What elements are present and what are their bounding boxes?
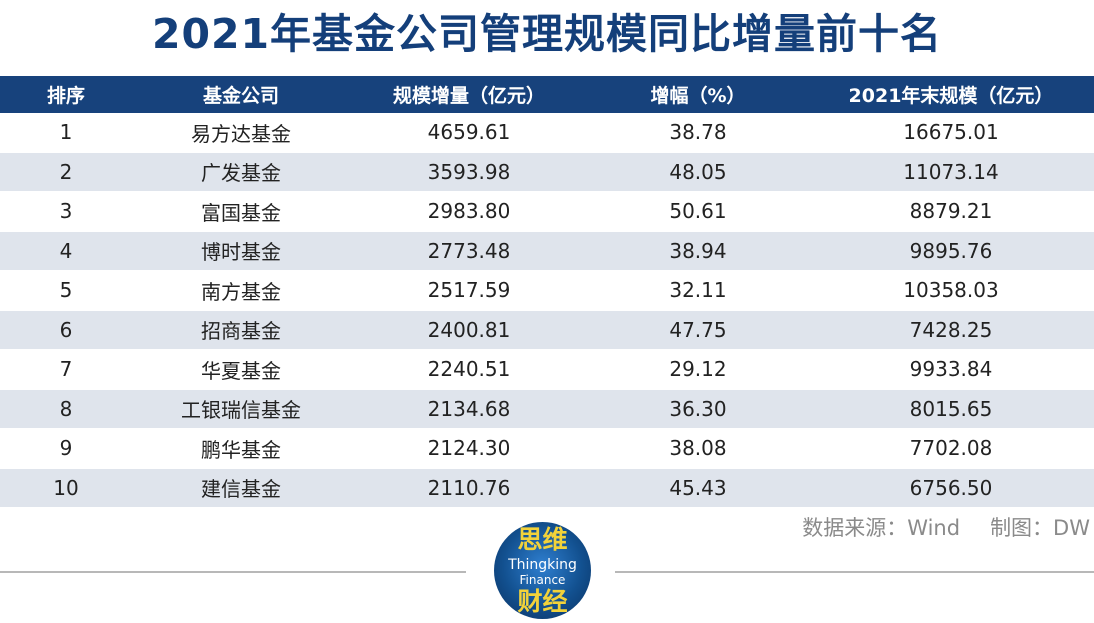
table-row: 2 广发基金 3593.98 48.05 11073.14 bbox=[0, 152, 1094, 192]
cell-increase: 4659.61 bbox=[427, 120, 511, 145]
chart-author-text: 制图：DW bbox=[990, 516, 1090, 540]
cell-company: 富国基金 bbox=[201, 200, 281, 225]
cell-year-end-scale: 6756.50 bbox=[909, 475, 993, 500]
cell-rank: 4 bbox=[59, 238, 73, 263]
cell-growth: 29.12 bbox=[669, 357, 727, 382]
column-header-rank: 排序 bbox=[46, 85, 85, 107]
cell-growth: 45.43 bbox=[669, 475, 727, 500]
cell-growth: 50.61 bbox=[669, 199, 727, 224]
logo-line-2: Finance bbox=[519, 573, 566, 587]
cell-company: 鹏华基金 bbox=[201, 437, 281, 462]
data-source-text: 数据来源：Wind bbox=[802, 516, 961, 540]
cell-rank: 7 bbox=[59, 357, 73, 382]
table-row: 8 工银瑞信基金 2134.68 36.30 8015.65 bbox=[0, 389, 1094, 429]
table-row: 1 易方达基金 4659.61 38.78 16675.01 bbox=[0, 113, 1094, 153]
cell-growth: 48.05 bbox=[669, 159, 727, 184]
table-row: 10 建信基金 2110.76 45.43 6756.50 bbox=[0, 468, 1094, 508]
table-header-row: 排序 基金公司 规模增量（亿元） 增幅（%） 2021年末规模（亿元） bbox=[0, 76, 1094, 113]
cell-rank: 2 bbox=[59, 159, 73, 184]
cell-company: 华夏基金 bbox=[201, 358, 281, 383]
brand-logo: 思维 Thingking Finance 财经 bbox=[494, 522, 591, 619]
cell-year-end-scale: 7428.25 bbox=[909, 317, 993, 342]
cell-year-end-scale: 16675.01 bbox=[903, 120, 999, 145]
cell-rank: 10 bbox=[53, 475, 79, 500]
cell-rank: 9 bbox=[59, 436, 73, 461]
cell-increase: 3593.98 bbox=[427, 159, 511, 184]
cell-company: 南方基金 bbox=[201, 279, 281, 304]
cell-increase: 2240.51 bbox=[427, 357, 511, 382]
cell-rank: 8 bbox=[59, 396, 73, 421]
ranking-table: 排序 基金公司 规模增量（亿元） 增幅（%） 2021年末规模（亿元） 1 易方… bbox=[0, 76, 1094, 508]
cell-growth: 47.75 bbox=[669, 317, 727, 342]
cell-year-end-scale: 7702.08 bbox=[909, 436, 993, 461]
table-row: 9 鹏华基金 2124.30 38.08 7702.08 bbox=[0, 429, 1094, 469]
cell-increase: 2134.68 bbox=[427, 396, 511, 421]
cell-increase: 2400.81 bbox=[427, 317, 511, 342]
logo-bottom-text: 财经 bbox=[517, 587, 568, 616]
table-row: 6 招商基金 2400.81 47.75 7428.25 bbox=[0, 310, 1094, 350]
cell-company: 广发基金 bbox=[201, 161, 281, 186]
cell-growth: 38.94 bbox=[669, 238, 727, 263]
cell-rank: 6 bbox=[59, 317, 73, 342]
cell-company: 建信基金 bbox=[201, 477, 281, 502]
cell-rank: 5 bbox=[59, 278, 73, 303]
cell-increase: 2773.48 bbox=[427, 238, 511, 263]
cell-year-end-scale: 10358.03 bbox=[903, 278, 999, 303]
table-row: 3 富国基金 2983.80 50.61 8879.21 bbox=[0, 192, 1094, 232]
logo-english-text: Thingking Finance bbox=[494, 558, 591, 588]
cell-company: 工银瑞信基金 bbox=[181, 398, 301, 423]
cell-rank: 3 bbox=[59, 199, 73, 224]
table-row: 7 华夏基金 2240.51 29.12 9933.84 bbox=[0, 350, 1094, 390]
cell-company: 易方达基金 bbox=[191, 121, 291, 146]
cell-growth: 38.08 bbox=[669, 436, 727, 461]
cell-year-end-scale: 9895.76 bbox=[909, 238, 993, 263]
cell-year-end-scale: 9933.84 bbox=[909, 357, 993, 382]
cell-increase: 2983.80 bbox=[427, 199, 511, 224]
table-row: 5 南方基金 2517.59 32.11 10358.03 bbox=[0, 271, 1094, 311]
page-title: 2021年基金公司管理规模同比增量前十名 bbox=[151, 10, 943, 58]
footer-divider-right bbox=[615, 571, 1094, 573]
footer-divider-left bbox=[0, 571, 466, 573]
column-header-increase: 规模增量（亿元） bbox=[392, 85, 545, 107]
column-header-growth: 增幅（%） bbox=[650, 85, 746, 107]
cell-rank: 1 bbox=[59, 120, 73, 145]
cell-increase: 2124.30 bbox=[427, 436, 511, 461]
logo-top-text: 思维 bbox=[517, 525, 568, 554]
cell-year-end-scale: 8015.65 bbox=[909, 396, 993, 421]
cell-growth: 36.30 bbox=[669, 396, 727, 421]
table-row: 4 博时基金 2773.48 38.94 9895.76 bbox=[0, 231, 1094, 271]
cell-increase: 2517.59 bbox=[427, 278, 511, 303]
cell-year-end-scale: 11073.14 bbox=[903, 159, 999, 184]
source-note: 数据来源：Wind 制图：DW bbox=[802, 512, 1090, 542]
cell-company: 博时基金 bbox=[201, 240, 281, 265]
cell-increase: 2110.76 bbox=[427, 475, 511, 500]
column-header-company: 基金公司 bbox=[202, 85, 279, 107]
logo-line-1: Thingking bbox=[508, 557, 577, 573]
cell-year-end-scale: 8879.21 bbox=[909, 199, 993, 224]
cell-growth: 32.11 bbox=[669, 278, 727, 303]
column-header-year-end-scale: 2021年末规模（亿元） bbox=[848, 85, 1054, 107]
cell-company: 招商基金 bbox=[201, 319, 281, 344]
cell-growth: 38.78 bbox=[669, 120, 727, 145]
